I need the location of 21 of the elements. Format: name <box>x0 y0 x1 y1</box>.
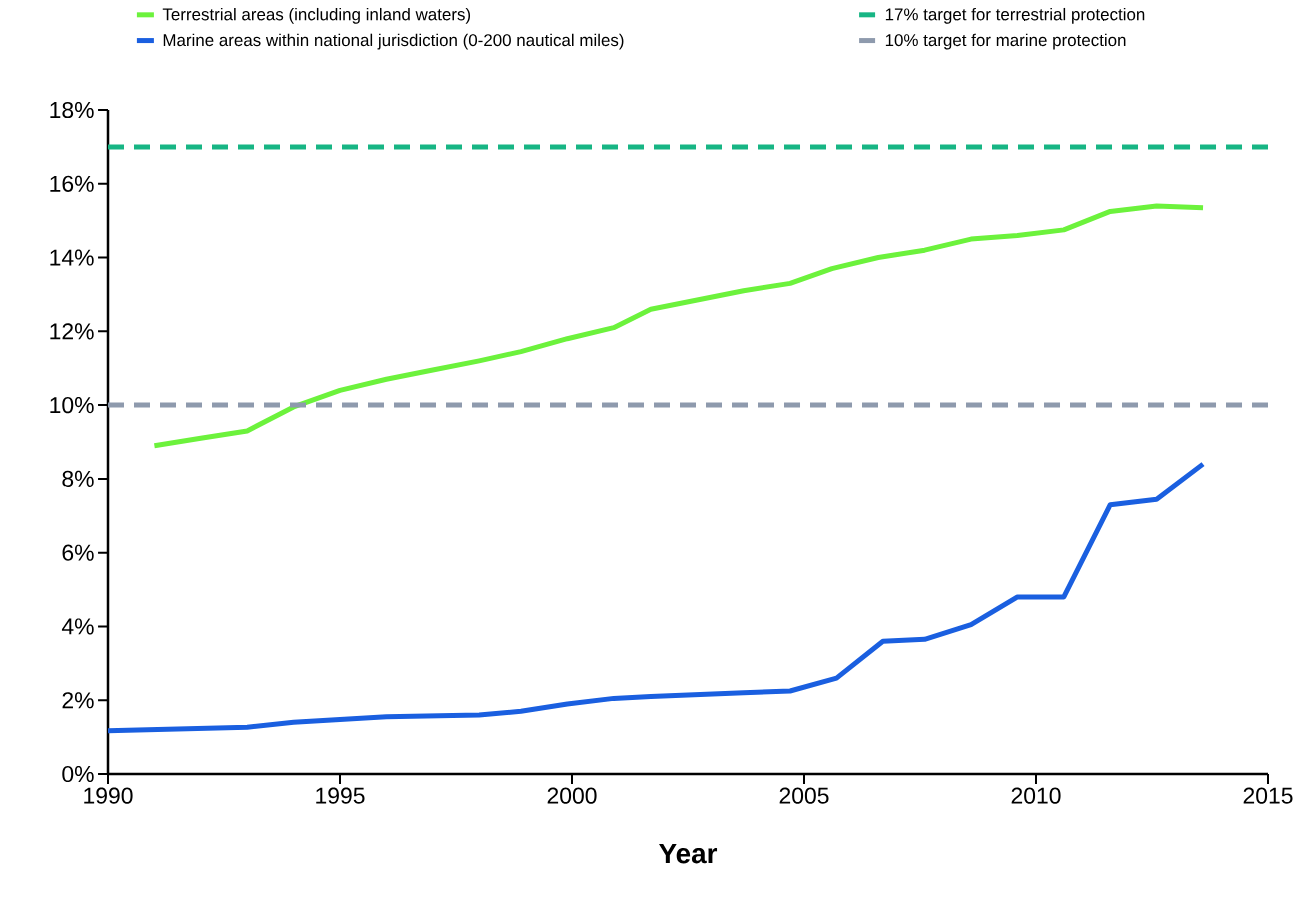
y-tick-label: 0% <box>62 765 94 783</box>
y-tick-label: 12% <box>50 323 94 340</box>
y-tick-label: 2% <box>62 692 94 709</box>
y-tick-label: 10% <box>50 396 94 414</box>
x-tick-label: 2005 <box>779 787 829 804</box>
y-tick-label: 14% <box>50 249 94 266</box>
y-tick-label: 16% <box>50 175 94 192</box>
y-tick-label: 8% <box>62 470 94 487</box>
x-tick-label: 2000 <box>547 787 597 804</box>
x-tick-label: 2010 <box>1011 787 1061 804</box>
y-tick-label: 4% <box>61 618 94 635</box>
legend-label: 10% target for marine protection <box>885 33 1126 50</box>
legend-label: Marine areas within national jurisdiction (0-200 nautical miles) <box>163 33 624 50</box>
y-tick-label: 18% <box>50 101 94 119</box>
x-tick-label: 2015 <box>1243 787 1293 804</box>
x-axis-title: Year <box>659 843 718 864</box>
legend-label: Terrestrial areas (including inland waters) <box>162 7 471 24</box>
x-tick-label: 1990 <box>84 787 133 804</box>
y-tick-label: 6% <box>62 544 94 561</box>
x-tick-label: 1995 <box>316 787 365 804</box>
legend-label: 17% target for terrestrial protection <box>885 7 1145 24</box>
